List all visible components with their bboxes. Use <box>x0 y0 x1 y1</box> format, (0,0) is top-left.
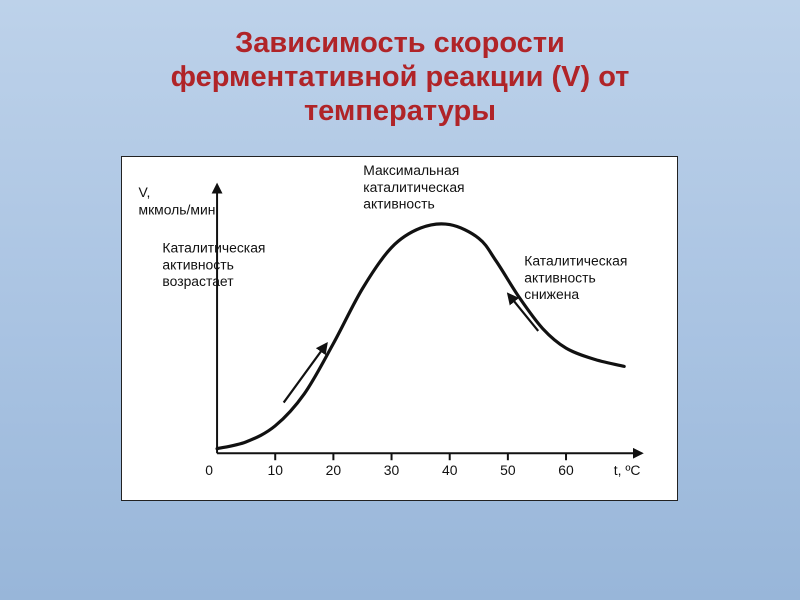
y-axis-label: V, <box>139 184 151 200</box>
title-line-3: температуры <box>0 94 800 128</box>
annotation-peak: каталитическая <box>363 179 464 195</box>
origin-label: 0 <box>205 462 213 478</box>
x-tick-label: 60 <box>558 462 574 478</box>
x-tick-label: 50 <box>500 462 516 478</box>
page-title: Зависимость скорости ферментативной реак… <box>0 0 800 129</box>
annotation-falling: Каталитическая <box>524 252 627 268</box>
x-tick-label: 30 <box>384 462 400 478</box>
annotation-falling: активность <box>524 269 595 285</box>
annotation-rising: Каталитическая <box>162 239 265 255</box>
x-axis-label: t, ºС <box>614 462 641 478</box>
annotation-peak: активность <box>363 196 434 212</box>
annotation-rising: возрастает <box>162 273 234 289</box>
annotation-rising: активность <box>162 256 233 272</box>
annotation-peak: Максимальная <box>363 162 459 178</box>
y-axis-label: мкмоль/мин <box>139 202 216 218</box>
chart-frame: 10 20 30 40 50 60 0 t, ºС V, мкмоль/мин Каталитиче… <box>121 156 678 501</box>
title-line-2: ферментативной реакции (V) от <box>0 60 800 94</box>
x-tick-label: 20 <box>326 462 342 478</box>
x-tick-label: 10 <box>267 462 283 478</box>
x-tick-label: 40 <box>442 462 458 478</box>
chart-svg: 10 20 30 40 50 60 0 t, ºС V, мкмоль/мин Каталитиче… <box>122 157 677 500</box>
annotation-falling: снижена <box>524 286 579 302</box>
title-line-1: Зависимость скорости <box>0 26 800 60</box>
